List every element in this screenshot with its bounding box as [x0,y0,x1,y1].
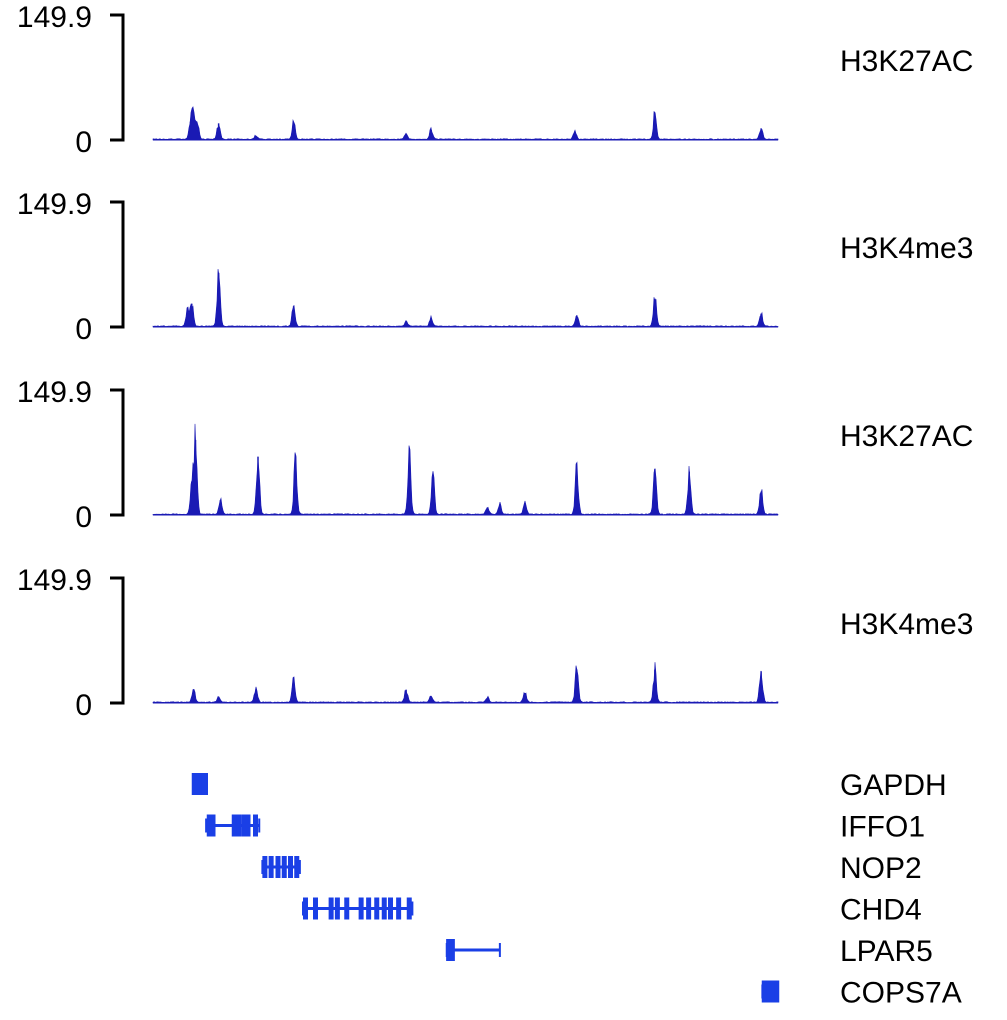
y-axis-bracket [110,388,125,517]
gene-exon [774,980,780,1003]
gene-lpar5: LPAR5 [445,935,933,968]
gene-exon [268,856,274,878]
gene-exon [253,814,258,837]
y-tick-min: 0 [75,689,92,722]
gene-exon [381,897,387,920]
gene-label: GAPDH [840,769,947,802]
gene-gapdh: GAPDH [191,769,947,802]
gene-exon [396,897,402,920]
track-4: 149.9 0 H3K4me3 [17,564,973,722]
gene-label: COPS7A [840,977,962,1010]
signal-area [152,106,779,141]
y-tick-max: 149.9 [17,564,92,597]
y-tick-max: 149.9 [17,1,92,34]
y-axis-bracket [110,576,125,705]
gene-exon [231,814,237,837]
gene-exon [406,897,412,920]
gene-exon [388,897,393,920]
gene-exon [288,856,293,878]
track-label: H3K27AC [840,420,973,453]
track-label: H3K4me3 [840,232,973,265]
gene-exon [262,856,268,878]
gene-label: LPAR5 [840,935,933,968]
gene-exon [281,856,287,878]
gene-exon [761,980,767,1003]
gene-label: CHD4 [840,894,922,927]
y-tick-max: 149.9 [17,376,92,409]
gene-exon [206,814,212,837]
gene-label: NOP2 [840,852,922,885]
track-1: 149.9 0 H3K27AC [17,1,973,159]
gene-exon [446,939,452,961]
signal-area [152,423,779,516]
y-tick-min: 0 [75,126,92,159]
gene-cops7a: COPS7A [761,977,962,1010]
gene-exon [334,897,340,920]
gene-exon [328,897,334,920]
gene-exon [194,773,200,795]
y-tick-min: 0 [75,501,92,534]
gene-exon [449,939,455,961]
gene-exon [245,814,251,837]
gene-exon [236,814,242,837]
y-tick-max: 149.9 [17,188,92,221]
signal-area [152,269,779,328]
gene-exon [198,773,203,795]
gene-exon [203,773,208,795]
signal-tracks: 149.90H3K27AC149.90H3K4me3149.90H3K27AC1… [17,1,973,722]
signal-area [152,662,779,704]
gene-exon [191,773,197,795]
gene-nop2: NOP2 [261,852,922,885]
gene-exon [303,897,308,920]
gene-exon [210,814,216,837]
gene-exon [366,897,372,920]
y-tick-min: 0 [75,313,92,346]
gene-exon [374,897,380,920]
gene-iffo1: IFFO1 [205,811,925,844]
gene-chd4: CHD4 [302,894,922,927]
y-axis-bracket [110,200,125,329]
gene-exon [766,980,772,1003]
track-2: 149.9 0 H3K4me3 [17,188,973,346]
gene-exon [275,856,281,878]
gene-exon [241,814,247,837]
gene-exon [313,897,318,920]
gene-exon [358,897,364,920]
gene-annotation-track: GAPDH IFFO1 NOP2 CHD4 LPAR5 COPS7A [191,769,962,1010]
gene-label: IFFO1 [840,811,925,844]
gene-exon [344,897,350,920]
y-axis-bracket [110,13,125,142]
gene-exon [770,980,776,1003]
track-label: H3K27AC [840,45,973,78]
track-label: H3K4me3 [840,608,973,641]
gene-exon [294,856,300,878]
track-3: 149.9 0 H3K27AC [17,376,973,534]
